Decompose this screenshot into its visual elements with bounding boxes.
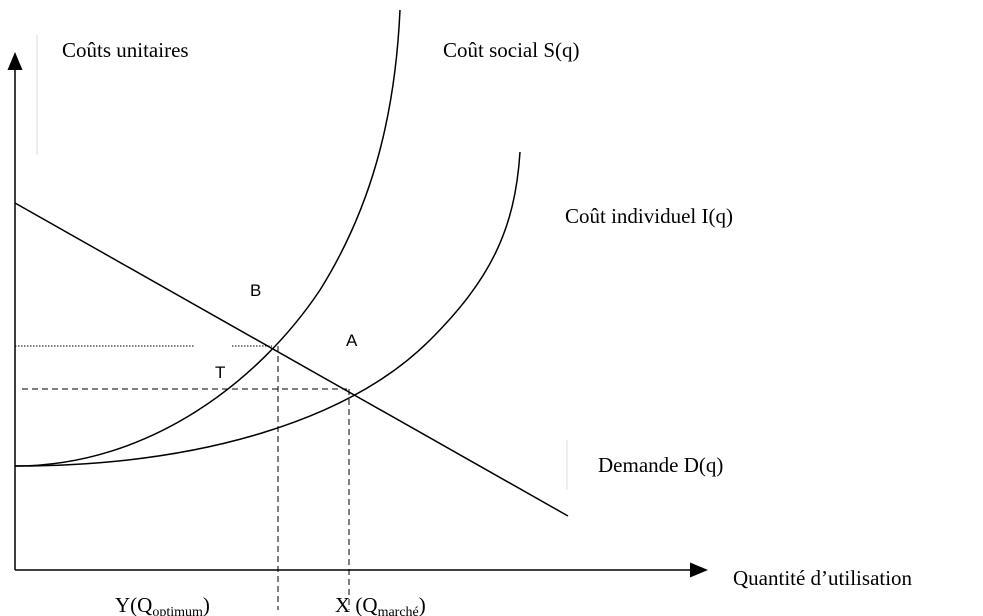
demand-line <box>14 202 569 517</box>
label-sub: marché <box>378 605 419 616</box>
social-cost-curve <box>14 9 401 467</box>
curve-label: Coût individuel I(q) <box>565 204 733 228</box>
curve-label: Coût social S(q) <box>443 38 580 62</box>
y-axis-label: Coûts unitaires <box>62 38 189 62</box>
label-main: X (Q <box>335 593 378 616</box>
point-label: B <box>250 281 261 300</box>
label-main: Y(Q <box>115 593 152 616</box>
x-axis-label: Quantité d’utilisation <box>733 566 913 590</box>
label-end: ) <box>203 593 210 616</box>
quantity-label: X (Qmarché) <box>335 593 426 616</box>
quantity-label: Y(Qoptimum) <box>115 593 210 616</box>
curve-label: Demande D(q) <box>598 453 723 477</box>
label-end: ) <box>419 593 426 616</box>
point-label: A <box>346 331 358 350</box>
point-label: T <box>215 363 225 382</box>
label-sub: optimum <box>152 605 203 616</box>
individual-cost-curve <box>14 151 521 467</box>
